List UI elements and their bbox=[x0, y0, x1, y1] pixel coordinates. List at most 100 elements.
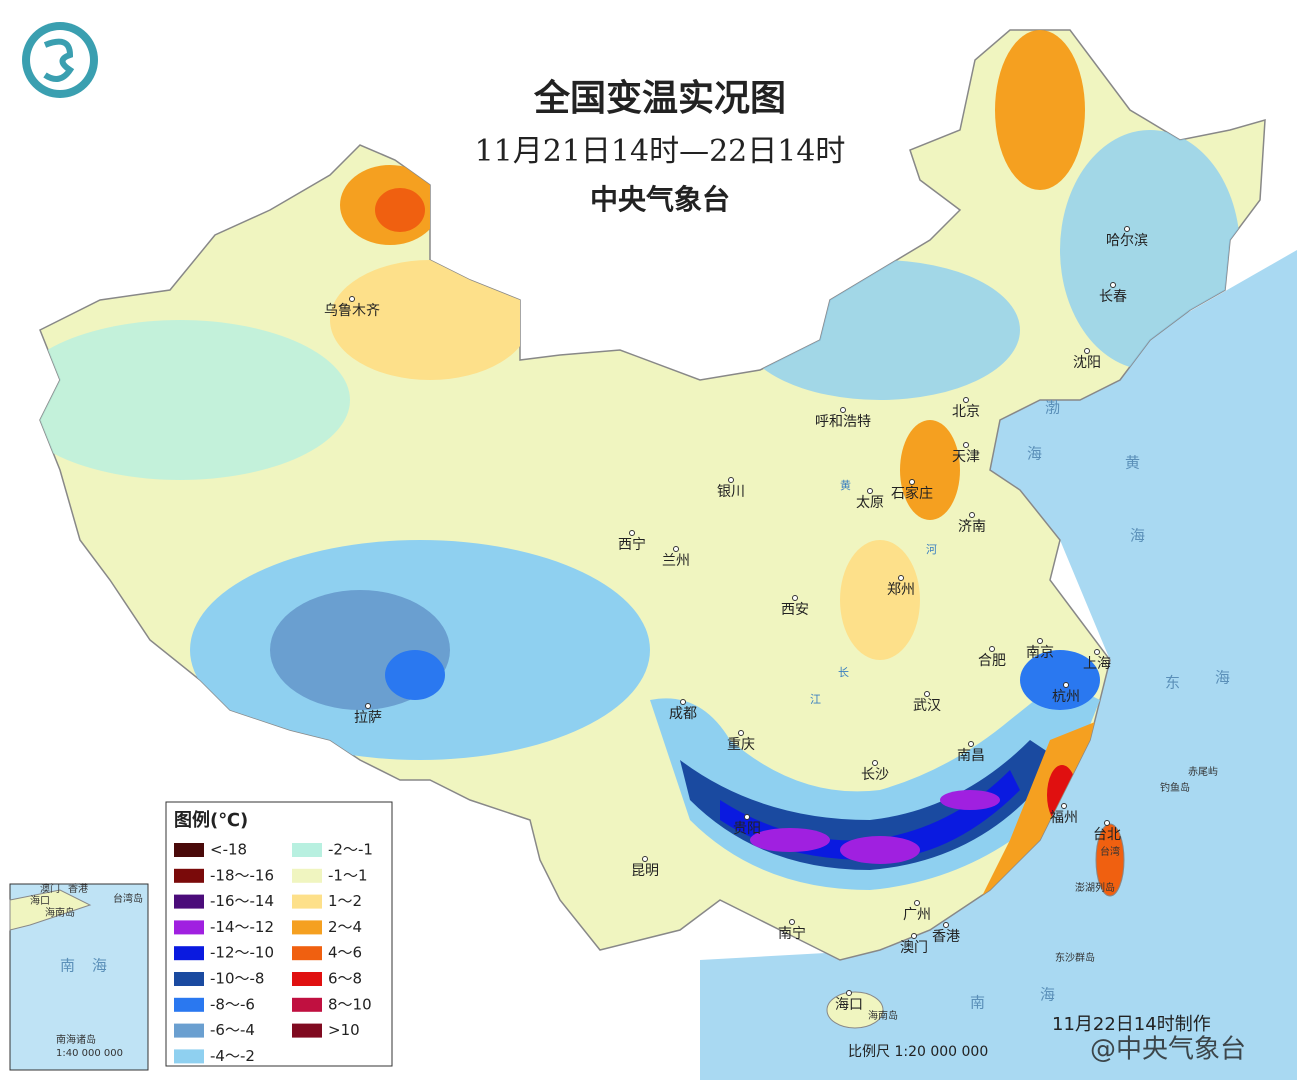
field bbox=[385, 650, 445, 700]
field bbox=[40, 320, 350, 480]
city-dot bbox=[680, 699, 686, 705]
city-dot bbox=[365, 703, 371, 709]
legend-label: -12～-10 bbox=[210, 944, 274, 962]
river-label: 黄 bbox=[840, 478, 851, 492]
city-label: 台北 bbox=[1093, 827, 1121, 843]
city-dot bbox=[911, 933, 917, 939]
legend-swatch bbox=[174, 868, 204, 883]
legend-swatch bbox=[174, 972, 204, 986]
city-label: 太原 bbox=[856, 495, 884, 511]
sea-label: 黄 bbox=[1125, 454, 1140, 472]
sea-label: 海 bbox=[1027, 445, 1042, 463]
field bbox=[840, 540, 920, 660]
legend-label: >10 bbox=[328, 1021, 360, 1039]
sea-label: 海 bbox=[1130, 527, 1145, 545]
legend-swatch bbox=[292, 843, 322, 857]
city-label: 石家庄 bbox=[891, 485, 933, 502]
inset-label: 南海诸岛 bbox=[56, 1033, 96, 1046]
inset-label: 海口 bbox=[30, 894, 50, 907]
sea bbox=[700, 250, 1297, 1080]
sea-label: 海 bbox=[1215, 669, 1230, 687]
field bbox=[375, 188, 425, 232]
city-dot bbox=[349, 296, 355, 302]
field bbox=[330, 260, 530, 380]
legend-label: -6～-4 bbox=[210, 1021, 255, 1039]
inset-scale: 1:40 000 000 bbox=[56, 1048, 123, 1059]
legend-swatch bbox=[292, 868, 322, 883]
legend-items: <-18 -18～-16 -16～-14 -14～-12 -12～-10 -10～-8 -8… bbox=[174, 841, 373, 1065]
title: 全国变温实况图 bbox=[533, 77, 786, 119]
city-dot bbox=[738, 730, 744, 736]
city-dot bbox=[924, 691, 930, 697]
city-dot bbox=[872, 760, 878, 766]
legend-label: <-18 bbox=[210, 841, 247, 859]
place-label: 台湾 bbox=[1100, 845, 1120, 858]
city-label: 澳门 bbox=[900, 940, 928, 956]
inset-land bbox=[9, 889, 92, 931]
sea-label: 东 bbox=[1165, 674, 1180, 692]
city-label: 贵阳 bbox=[733, 821, 761, 837]
city-label: 郑州 bbox=[887, 582, 915, 598]
city-label: 昆明 bbox=[631, 863, 659, 879]
river-label: 河 bbox=[926, 543, 937, 556]
city-dot bbox=[943, 922, 949, 928]
legend-swatch bbox=[292, 920, 322, 935]
city-dot bbox=[1063, 682, 1069, 688]
city-label: 重庆 bbox=[727, 737, 755, 753]
city-label: 南宁 bbox=[778, 925, 806, 942]
made-time: 11月22日14时制作 bbox=[1052, 1014, 1211, 1035]
city-dot bbox=[1084, 348, 1090, 354]
legend-swatch bbox=[174, 997, 204, 1012]
city-label: 长沙 bbox=[861, 767, 889, 783]
legend-label: -16～-14 bbox=[210, 892, 274, 910]
legend-label: -18～-16 bbox=[210, 866, 274, 884]
city-dot bbox=[914, 900, 920, 906]
inset-label: 海 bbox=[92, 957, 107, 975]
city-dot bbox=[792, 595, 798, 601]
legend-swatch bbox=[174, 843, 204, 857]
sea-label: 海 bbox=[1040, 986, 1055, 1004]
city-label: 上海 bbox=[1083, 656, 1111, 672]
hainan bbox=[826, 991, 884, 1029]
city-label: 福州 bbox=[1050, 810, 1078, 826]
legend-label: -14～-12 bbox=[210, 918, 274, 936]
legend-label: 6～8 bbox=[328, 970, 362, 988]
city-dot bbox=[968, 741, 974, 747]
legend-label: 8～10 bbox=[328, 995, 372, 1013]
city-label: 呼和浩特 bbox=[815, 414, 871, 430]
city-dot bbox=[673, 546, 679, 552]
place-label: 钓鱼岛 bbox=[1160, 781, 1190, 794]
legend-swatch bbox=[174, 1023, 204, 1038]
legend-swatch bbox=[174, 920, 204, 935]
field bbox=[995, 30, 1085, 190]
legend-label: 4～6 bbox=[328, 944, 362, 962]
field bbox=[750, 828, 830, 852]
place-label: 赤尾屿 bbox=[1188, 766, 1218, 778]
legend-label: -4～-2 bbox=[210, 1047, 255, 1065]
legend-label: -1～1 bbox=[328, 866, 368, 884]
river-label: 长 bbox=[838, 666, 849, 679]
city-dot bbox=[1094, 649, 1100, 655]
city-label: 武汉 bbox=[913, 698, 941, 714]
legend-swatch bbox=[292, 972, 322, 986]
sea-label: 南 bbox=[970, 994, 985, 1012]
legend-title: 图例(℃) bbox=[174, 809, 248, 831]
issuer: 中央气象台 bbox=[590, 183, 730, 216]
city-dot bbox=[989, 646, 995, 652]
city-label: 杭州 bbox=[1052, 689, 1080, 705]
legend-swatch bbox=[292, 894, 322, 909]
city-dot bbox=[963, 442, 969, 448]
river-label: 江 bbox=[810, 693, 821, 706]
city-label: 香港 bbox=[932, 929, 960, 945]
city-label: 南昌 bbox=[957, 748, 985, 764]
field bbox=[940, 790, 1000, 810]
city-dot bbox=[1110, 282, 1116, 288]
city-label: 合肥 bbox=[978, 653, 1006, 669]
inset-label: 香港 bbox=[68, 883, 88, 895]
city-dot bbox=[629, 530, 635, 536]
city-dot bbox=[744, 814, 750, 820]
city-dot bbox=[846, 990, 852, 996]
city-dot bbox=[909, 479, 915, 485]
city-dot bbox=[1104, 820, 1110, 826]
